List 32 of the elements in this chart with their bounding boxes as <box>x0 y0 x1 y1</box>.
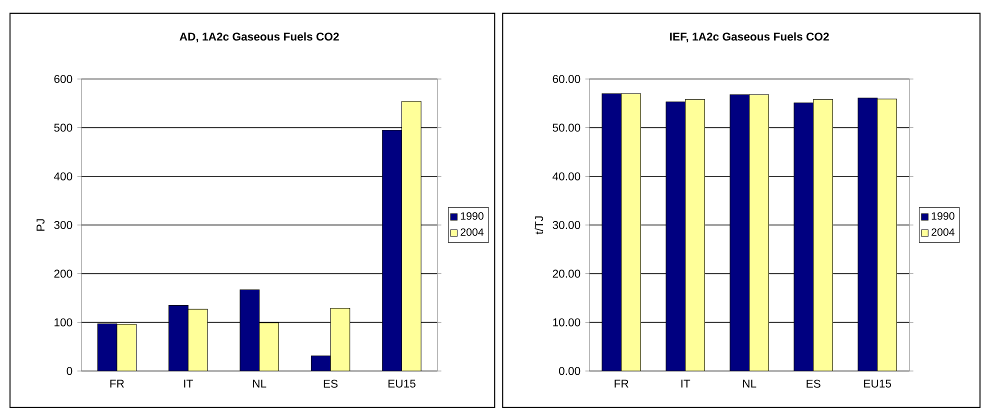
y-tick-label: 0 <box>66 366 72 376</box>
x-tick-label: NL <box>253 380 266 388</box>
x-tick-label: IT <box>681 380 690 388</box>
legend-label: 1990 <box>932 212 954 220</box>
y-tick-label: 10.00 <box>553 318 580 326</box>
x-tick-label: FR <box>614 380 628 388</box>
x-tick-label: NL <box>743 380 756 388</box>
y-axis-title: t/TJ <box>534 216 544 234</box>
x-tick-label: IT <box>184 380 193 388</box>
legend-label: 2004 <box>460 228 484 236</box>
legend-label: 2004 <box>932 228 954 236</box>
y-tick-label: 600 <box>54 75 72 84</box>
x-tick-label: FR <box>110 380 124 388</box>
y-tick-label: 50.00 <box>552 124 580 132</box>
y-tick-label: 40.00 <box>552 172 580 180</box>
x-tick-label: ES <box>324 380 338 388</box>
y-tick-label: 60.00 <box>552 75 580 84</box>
y-tick-label: 300 <box>54 221 72 230</box>
chart-title: AD, 1A2c Gaseous Fuels CO2 <box>180 32 339 42</box>
y-tick-label: 500 <box>54 124 72 132</box>
y-tick-label: 200 <box>54 270 72 278</box>
chart-title: IEF, 1A2c Gaseous Fuels CO2 <box>670 32 829 42</box>
legend-label: 1990 <box>460 212 484 220</box>
x-tick-label: EU15 <box>388 380 416 388</box>
y-tick-label: 30.00 <box>552 221 580 230</box>
x-tick-label: ES <box>806 380 820 388</box>
y-tick-label: 20.00 <box>552 270 580 278</box>
y-tick-label: 0.00 <box>559 366 580 376</box>
x-tick-label: EU15 <box>864 380 892 388</box>
y-axis-title: PJ <box>36 219 45 231</box>
y-tick-label: 400 <box>54 172 72 180</box>
y-tick-label: 100 <box>54 318 72 326</box>
